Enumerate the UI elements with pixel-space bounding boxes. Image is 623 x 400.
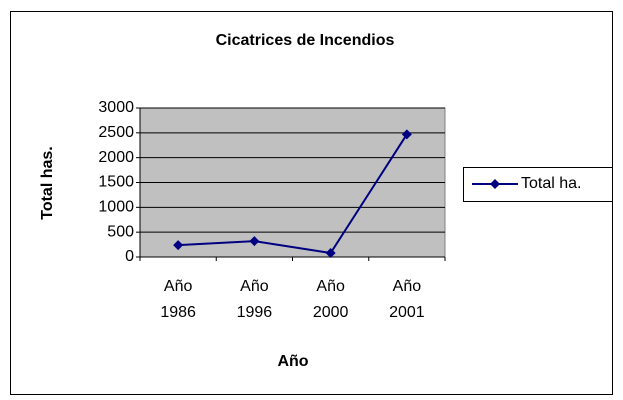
- data-point: [249, 236, 260, 247]
- x-tick-label: Año 2000: [312, 278, 349, 321]
- y-tick-label: 2500: [98, 124, 134, 141]
- x-tick-label: Año 1996: [236, 278, 273, 321]
- legend-marker: [490, 179, 500, 189]
- chart-title: Cicatrices de Incendios: [216, 32, 395, 49]
- data-point: [325, 248, 336, 259]
- y-tick-label: 1000: [98, 199, 134, 216]
- y-tick-label: 1500: [98, 174, 134, 191]
- y-tick-label: 3000: [98, 99, 134, 116]
- y-tick-label: 2000: [98, 149, 134, 166]
- legend-label: Total ha.: [521, 175, 581, 192]
- x-tick-label: Año 1986: [160, 278, 196, 321]
- y-tick-label: 500: [107, 223, 134, 240]
- y-tick-label: 0: [125, 248, 134, 265]
- data-point: [173, 240, 184, 251]
- data-point: [401, 129, 412, 140]
- x-axis-label: Año: [277, 353, 308, 370]
- x-tick-label: Año 2001: [389, 278, 425, 321]
- data-line: [178, 133, 408, 255]
- y-axis-label: Total has.: [39, 146, 56, 220]
